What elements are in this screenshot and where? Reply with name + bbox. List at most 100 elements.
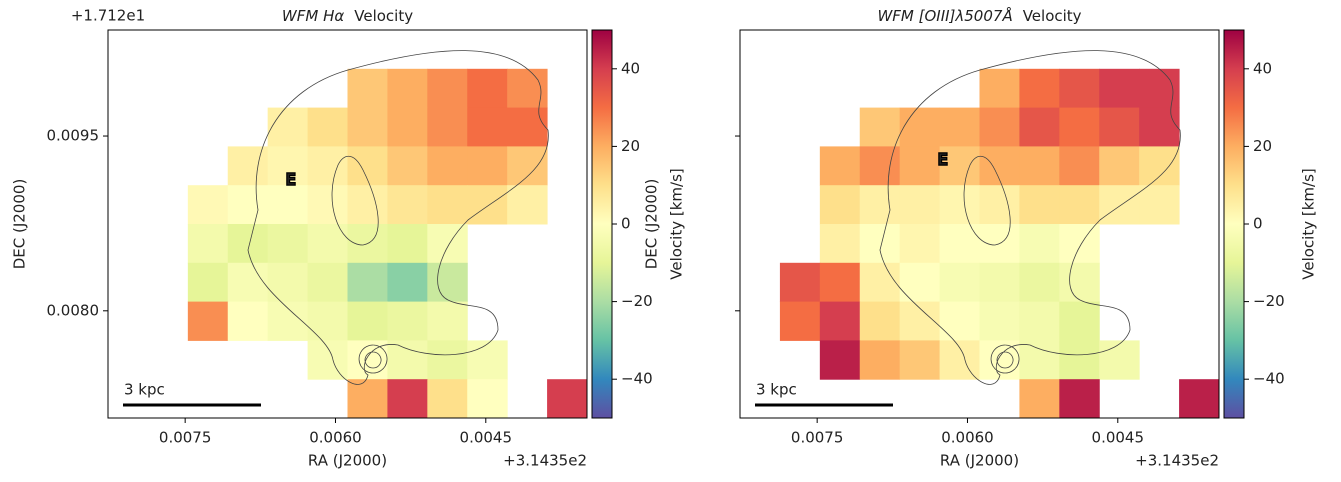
velocity-cell xyxy=(467,379,508,419)
velocity-cell xyxy=(427,340,468,380)
velocity-cell xyxy=(1019,379,1060,419)
velocity-cell xyxy=(1059,379,1100,419)
velocity-cell xyxy=(979,185,1020,225)
velocity-cell xyxy=(307,185,348,225)
velocity-cell xyxy=(1139,185,1180,225)
velocity-cell xyxy=(427,262,468,303)
colorbar-tick-label: −40 xyxy=(621,370,653,388)
x-offset: +3.1435e2 xyxy=(1135,452,1219,470)
velocity-cell xyxy=(427,68,468,109)
velocity-cell xyxy=(939,224,980,264)
velocity-cell xyxy=(467,185,508,225)
velocity-cell xyxy=(227,185,269,225)
title-math: WFM Hα xyxy=(282,7,344,25)
colorbar xyxy=(591,29,613,419)
colorbar-tick-label: 20 xyxy=(1253,137,1272,155)
velocity-cell xyxy=(387,340,428,380)
velocity-cell xyxy=(939,107,980,147)
velocity-cell xyxy=(1019,262,1060,303)
velocity-cell xyxy=(859,262,901,303)
x-tick-label: 0.0075 xyxy=(159,429,212,447)
velocity-cell xyxy=(267,185,309,225)
velocity-cell xyxy=(227,224,269,264)
velocity-cell xyxy=(267,224,309,264)
colorbar-label: Velocity [km/s] xyxy=(1300,168,1318,279)
velocity-cell xyxy=(267,262,309,303)
contour xyxy=(879,50,1181,385)
velocity-cell xyxy=(507,107,548,147)
velocity-cell xyxy=(347,68,388,109)
velocity-cell xyxy=(307,340,348,380)
velocity-cell xyxy=(1019,146,1060,186)
scalebar-label: 3 kpc xyxy=(756,381,797,399)
velocity-cell xyxy=(1059,185,1100,225)
colorbar-tick-label: 20 xyxy=(621,137,640,155)
title-math: WFM [OIII]λ5007Å xyxy=(877,6,1012,25)
velocity-cell xyxy=(899,340,941,380)
velocity-cell xyxy=(427,107,468,147)
velocity-cell xyxy=(307,107,348,147)
velocity-cell xyxy=(1099,107,1140,147)
x-tick-label: 0.0075 xyxy=(791,429,844,447)
velocity-cell xyxy=(427,146,468,186)
x-tick-label: 0.0045 xyxy=(1092,429,1145,447)
velocity-cell xyxy=(427,224,468,264)
velocity-cell xyxy=(1059,146,1100,186)
velocity-cell xyxy=(427,185,468,225)
x-tick-label: 0.0060 xyxy=(941,429,994,447)
velocity-cell xyxy=(387,379,428,419)
velocity-cell xyxy=(899,224,941,264)
velocity-cell xyxy=(1139,107,1180,147)
velocity-cell xyxy=(307,146,348,186)
velocity-cell xyxy=(939,185,980,225)
velocity-cell xyxy=(939,146,980,186)
colorbar-tick-label: 0 xyxy=(621,215,631,233)
title-text: Velocity xyxy=(354,7,413,25)
velocity-cell xyxy=(187,185,229,225)
velocity-cell xyxy=(387,224,428,264)
velocity-cell xyxy=(1099,68,1140,109)
velocity-cell xyxy=(187,224,229,264)
velocity-cell xyxy=(507,185,548,225)
velocity-cell xyxy=(859,185,901,225)
velocity-cell xyxy=(1059,262,1100,303)
velocity-cell xyxy=(187,301,229,341)
y-axis-label: DEC (J2000) xyxy=(643,179,661,270)
velocity-cell xyxy=(899,185,941,225)
velocity-cell xyxy=(227,301,269,341)
axes-frame xyxy=(107,29,588,419)
velocity-cell xyxy=(819,224,861,264)
velocity-cell xyxy=(427,301,468,341)
velocity-cell xyxy=(467,340,508,380)
velocity-cell xyxy=(899,262,941,303)
velocity-cell xyxy=(347,262,388,303)
velocity-cell xyxy=(347,379,388,419)
y-tick-label: 0.0095 xyxy=(47,127,100,145)
region-marker: E xyxy=(286,171,295,189)
velocity-cell xyxy=(387,185,428,225)
velocity-cell xyxy=(1139,146,1180,186)
velocity-cell xyxy=(859,224,901,264)
axes-frame xyxy=(739,29,1220,419)
scalebar-label: 3 kpc xyxy=(124,381,165,399)
velocity-cell xyxy=(1059,224,1100,264)
velocity-cell xyxy=(779,262,821,303)
velocity-cell xyxy=(467,146,508,186)
velocity-cell xyxy=(267,146,309,186)
velocity-cell xyxy=(899,146,941,186)
panel-title: WFM Hα Velocity xyxy=(282,7,413,25)
velocity-cell xyxy=(307,224,348,264)
velocity-cell xyxy=(387,68,428,109)
velocity-cell xyxy=(307,301,348,341)
velocity-cell xyxy=(859,107,901,147)
colorbar-tick-label: 0 xyxy=(1253,215,1263,233)
region-marker: E xyxy=(938,151,947,169)
velocity-cell xyxy=(387,262,428,303)
velocity-cell xyxy=(979,301,1020,341)
velocity-cell xyxy=(347,301,388,341)
x-axis-label: RA (J2000) xyxy=(308,452,387,470)
velocity-cell xyxy=(1019,68,1060,109)
x-tick-label: 0.0045 xyxy=(460,429,513,447)
velocity-cell xyxy=(819,262,861,303)
